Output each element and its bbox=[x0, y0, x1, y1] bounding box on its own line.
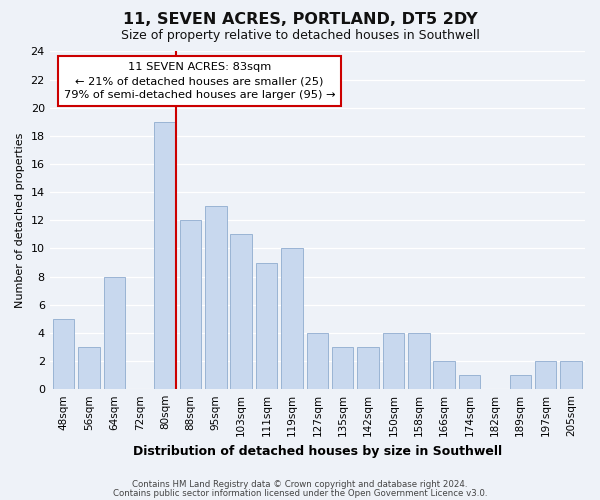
Bar bbox=[509, 375, 531, 389]
X-axis label: Distribution of detached houses by size in Southwell: Distribution of detached houses by size … bbox=[133, 444, 502, 458]
Bar bbox=[535, 361, 556, 389]
Text: Contains public sector information licensed under the Open Government Licence v3: Contains public sector information licen… bbox=[113, 489, 487, 498]
Text: 11, SEVEN ACRES, PORTLAND, DT5 2DY: 11, SEVEN ACRES, PORTLAND, DT5 2DY bbox=[122, 12, 478, 28]
Y-axis label: Number of detached properties: Number of detached properties bbox=[15, 132, 25, 308]
Bar bbox=[179, 220, 201, 389]
Bar bbox=[433, 361, 455, 389]
Bar bbox=[154, 122, 176, 389]
Bar bbox=[205, 206, 227, 389]
Bar bbox=[281, 248, 303, 389]
Text: 11 SEVEN ACRES: 83sqm
← 21% of detached houses are smaller (25)
79% of semi-deta: 11 SEVEN ACRES: 83sqm ← 21% of detached … bbox=[64, 62, 335, 100]
Bar bbox=[383, 333, 404, 389]
Bar bbox=[78, 347, 100, 389]
Text: Size of property relative to detached houses in Southwell: Size of property relative to detached ho… bbox=[121, 29, 479, 42]
Bar bbox=[53, 319, 74, 389]
Text: Contains HM Land Registry data © Crown copyright and database right 2024.: Contains HM Land Registry data © Crown c… bbox=[132, 480, 468, 489]
Bar bbox=[408, 333, 430, 389]
Bar bbox=[332, 347, 353, 389]
Bar bbox=[459, 375, 481, 389]
Bar bbox=[104, 276, 125, 389]
Bar bbox=[357, 347, 379, 389]
Bar bbox=[560, 361, 582, 389]
Bar bbox=[230, 234, 252, 389]
Bar bbox=[307, 333, 328, 389]
Bar bbox=[256, 262, 277, 389]
